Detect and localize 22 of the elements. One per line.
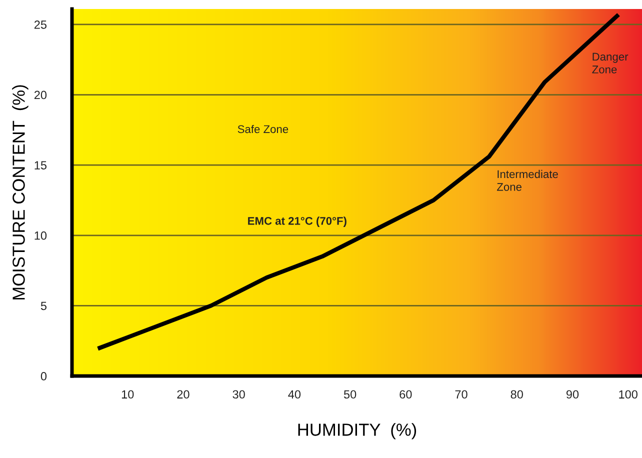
x-tick-label: 100 xyxy=(619,390,638,399)
annotation: Danger Zone xyxy=(592,52,628,74)
x-tick-label: 10 xyxy=(122,390,134,399)
annotation: Intermediate Zone xyxy=(497,170,558,191)
x-axis-title: HUMIDITY (%) xyxy=(298,423,416,440)
x-tick-label: 90 xyxy=(566,390,579,399)
x-tick-label: 80 xyxy=(510,390,523,399)
y-tick-label: 20 xyxy=(34,90,47,100)
x-tick-label: 70 xyxy=(455,390,468,399)
x-tick-label: 60 xyxy=(400,390,412,399)
y-tick-label: 15 xyxy=(34,161,47,170)
y-tick-label: 10 xyxy=(34,231,47,240)
y-tick-label: 0 xyxy=(40,372,47,380)
x-tick-label: 20 xyxy=(177,390,190,399)
x-tick-label: 40 xyxy=(288,390,301,399)
y-tick-label: 25 xyxy=(34,20,47,29)
y-axis-title: MOISTURE CONTENT (%) xyxy=(12,85,28,300)
y-tick-label: 5 xyxy=(40,302,47,310)
annotation: Safe Zone xyxy=(238,124,288,134)
x-tick-label: 30 xyxy=(232,390,245,399)
x-tick-label: 50 xyxy=(344,390,356,399)
annotation: EMC at 21°C (70°F) xyxy=(248,216,346,228)
